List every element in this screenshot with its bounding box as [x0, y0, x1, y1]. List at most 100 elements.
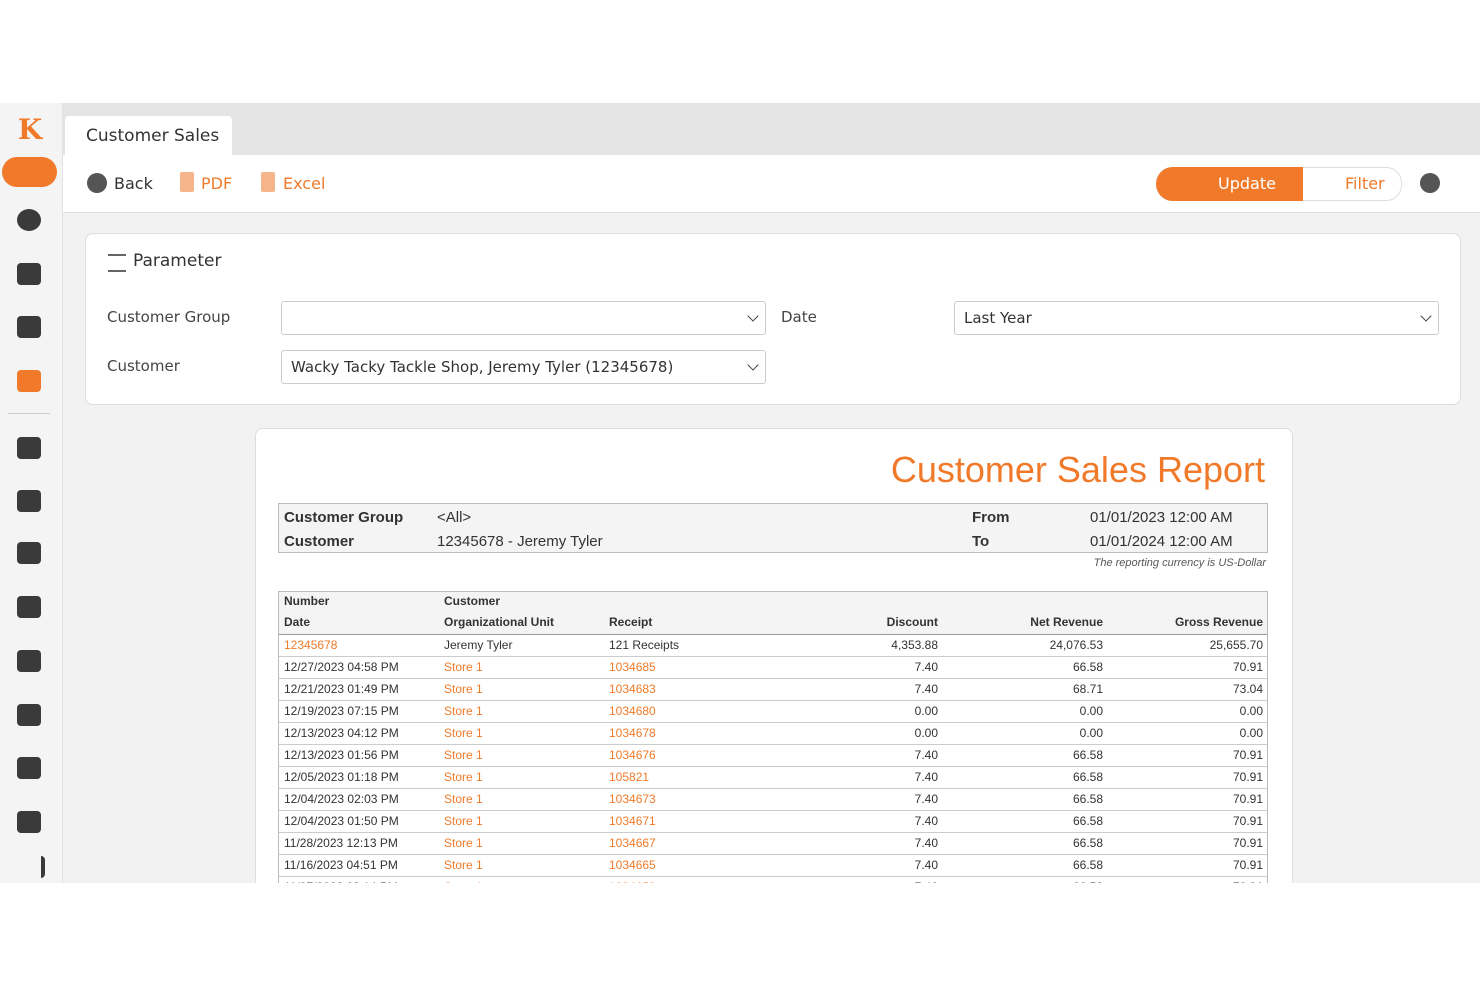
tab[interactable]: Customer Sales: [65, 116, 232, 156]
nav-icon[interactable]: [17, 811, 41, 833]
parameter-title: Parameter: [133, 251, 222, 271]
column-header: Receipt: [609, 615, 653, 629]
table-cell[interactable]: Store 1: [444, 726, 483, 740]
launch-button[interactable]: [2, 157, 57, 187]
nav-icon[interactable]: [17, 437, 41, 459]
table-cell[interactable]: Store 1: [444, 660, 483, 674]
parameter-panel: Parameter Customer Group Date Last Year …: [85, 233, 1461, 405]
table-cell: 7.40: [914, 660, 938, 674]
filter-button[interactable]: Filter: [1345, 174, 1385, 193]
excel-icon: [261, 172, 275, 192]
table-cell[interactable]: Store 1: [444, 877, 483, 883]
table-cell[interactable]: 1034667: [609, 836, 656, 850]
table-row: 12/13/2023 01:56 PM Store 1 1034676 7.40 66.…: [279, 745, 1267, 767]
table-cell[interactable]: 1034680: [609, 704, 656, 718]
table-cell: 0.00: [1079, 704, 1103, 718]
table-cell[interactable]: Store 1: [444, 704, 483, 718]
column-header: Date: [284, 615, 311, 629]
help-button[interactable]: [1420, 173, 1440, 193]
customer-group-select[interactable]: [281, 301, 766, 335]
table-row: 12/04/2023 01:50 PM Store 1 1034671 7.40 66.…: [279, 811, 1267, 833]
table-cell: 25,655.70: [1209, 638, 1263, 652]
nav-icon[interactable]: [17, 856, 45, 878]
table-cell[interactable]: Store 1: [444, 836, 483, 850]
table-cell: 70.91: [1232, 836, 1263, 850]
field-label: Customer Group: [107, 308, 231, 326]
table-cell[interactable]: 12345678: [284, 638, 338, 652]
summary-value: 01/01/2023 12:00 AM: [1090, 509, 1233, 526]
table-cell[interactable]: 1034683: [609, 682, 656, 696]
table-cell: 12/04/2023 01:50 PM: [284, 814, 399, 828]
table-cell: 66.58: [1072, 814, 1103, 828]
back-button[interactable]: Back: [114, 174, 153, 193]
table-cell: 7.40: [914, 770, 938, 784]
nav-icon[interactable]: [17, 650, 41, 672]
nav-icon[interactable]: [17, 209, 41, 231]
table-cell: 73.04: [1232, 682, 1263, 696]
table-cell: 66.58: [1073, 877, 1103, 883]
excel-button[interactable]: Excel: [283, 174, 326, 193]
table-cell[interactable]: Store 1: [444, 792, 483, 806]
nav-icon[interactable]: [17, 370, 41, 392]
column-header: Organizational Unit: [444, 615, 555, 629]
table-cell[interactable]: Store 1: [444, 770, 483, 784]
nav-icon[interactable]: [17, 263, 41, 285]
table-cell: 0.00: [1239, 704, 1263, 718]
table-cell[interactable]: Store 1: [444, 814, 483, 828]
table-cell[interactable]: 1034673: [609, 792, 656, 806]
table-cell[interactable]: 1034671: [609, 814, 656, 828]
nav-icon[interactable]: [17, 704, 41, 726]
summary-value: <All>: [437, 509, 472, 526]
table-cell[interactable]: 1034676: [609, 748, 656, 762]
table-row: 11/28/2023 12:13 PM Store 1 1034667 7.40 66.…: [279, 833, 1267, 855]
table-cell[interactable]: 1034659: [609, 877, 656, 883]
column-header: Net Revenue: [1030, 615, 1103, 629]
table-cell[interactable]: 105821: [609, 770, 650, 784]
nav-icon[interactable]: [17, 757, 41, 779]
table-cell[interactable]: Store 1: [444, 858, 483, 872]
update-button[interactable]: Update: [1156, 167, 1303, 201]
table-cell: 121 Receipts: [609, 638, 680, 652]
toolbar: Back PDF Excel Update Filter: [63, 155, 1480, 213]
logo[interactable]: K: [17, 113, 43, 146]
table-cell[interactable]: Store 1: [444, 748, 483, 762]
table-cell[interactable]: 1034665: [609, 858, 656, 872]
table-cell[interactable]: Store 1: [444, 682, 483, 696]
table-cell: 12/27/2023 04:58 PM: [284, 660, 399, 674]
table-cell: 70.91: [1233, 877, 1263, 883]
pdf-icon: [180, 172, 194, 192]
summary-label: To: [972, 533, 990, 550]
nav-icon[interactable]: [17, 596, 41, 618]
table-cell: 11/07/2023 02:14 PM: [284, 877, 398, 883]
field-label: Customer: [107, 357, 180, 375]
report: Customer Sales Report Customer Group <Al…: [255, 428, 1293, 883]
table-cell: 12/13/2023 04:12 PM: [284, 726, 399, 740]
pdf-button[interactable]: PDF: [201, 174, 233, 193]
summary-label: Customer Group: [284, 509, 404, 526]
table-cell: 12/04/2023 02:03 PM: [284, 792, 399, 806]
table-cell: 12/19/2023 07:15 PM: [284, 704, 399, 718]
summary-label: Customer: [284, 533, 355, 550]
table-row: 12345678 Jeremy Tyler 121 Receipts 4,353.88…: [279, 635, 1267, 657]
table-cell[interactable]: 1034685: [609, 660, 656, 674]
report-title: Customer Sales Report: [890, 449, 1265, 490]
table-cell: 0.00: [914, 704, 938, 718]
table-cell: 66.58: [1072, 792, 1103, 806]
sidebar: K: [0, 103, 63, 883]
summary-value: 12345678 - Jeremy Tyler: [437, 533, 603, 550]
report-summary: Customer Group <All> Customer 12345678 -…: [278, 503, 1268, 553]
nav-icon[interactable]: [17, 542, 41, 564]
nav-icon[interactable]: [17, 316, 41, 338]
table-cell: 66.58: [1072, 770, 1103, 784]
table-cell[interactable]: 1034678: [609, 726, 656, 740]
customer-select[interactable]: Wacky Tacky Tackle Shop, Jeremy Tyler (1…: [281, 350, 766, 384]
nav-icon[interactable]: [17, 490, 41, 512]
table-cell: 70.91: [1232, 748, 1263, 762]
table-row: 11/07/2023 02:14 PM Store 1 1034659 7.40 66.…: [279, 877, 1267, 883]
table-row: 12/04/2023 02:03 PM Store 1 1034673 7.40 66.…: [279, 789, 1267, 811]
date-select[interactable]: Last Year: [954, 301, 1439, 335]
table-cell: 70.91: [1232, 814, 1263, 828]
table-cell: 0.00: [1079, 726, 1103, 740]
parameter-icon: [108, 254, 126, 272]
